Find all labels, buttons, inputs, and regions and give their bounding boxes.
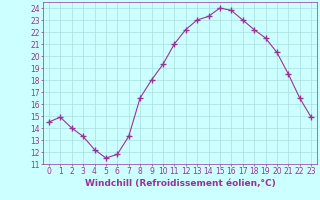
X-axis label: Windchill (Refroidissement éolien,°C): Windchill (Refroidissement éolien,°C): [84, 179, 276, 188]
